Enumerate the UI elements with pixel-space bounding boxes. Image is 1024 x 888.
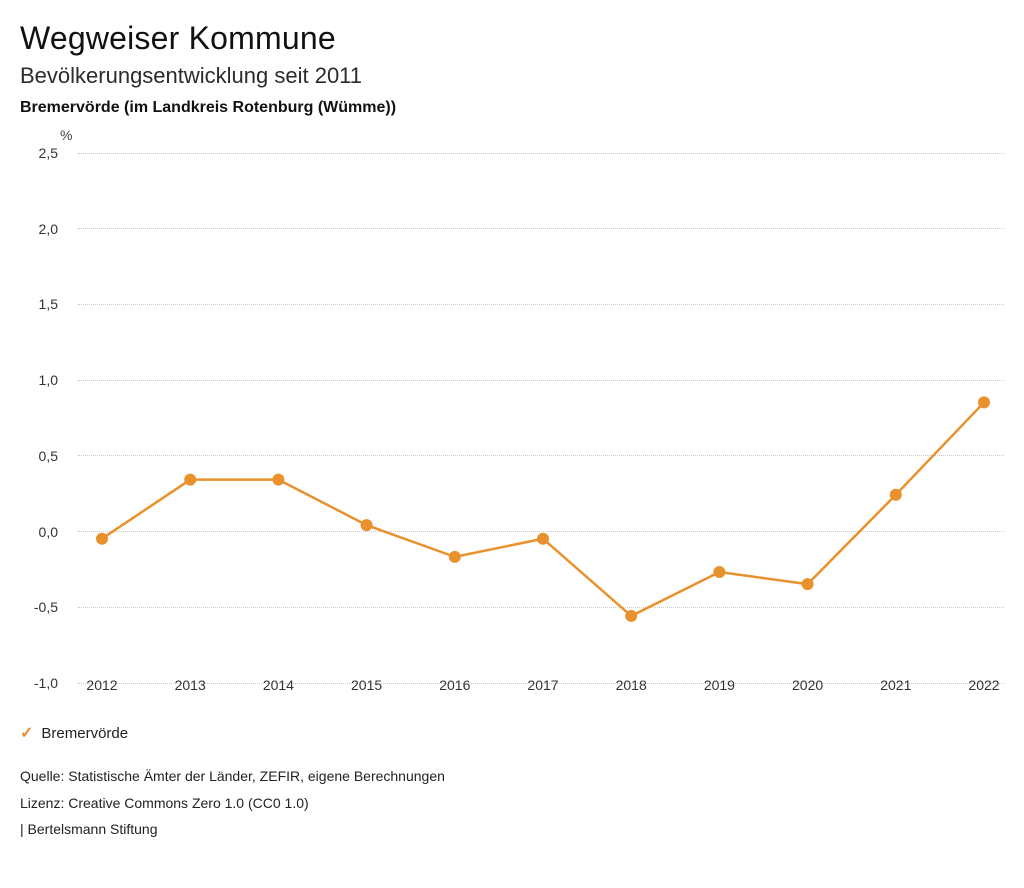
x-tick-label-2016: 2016 bbox=[439, 677, 470, 693]
data-point-2021[interactable]: 2021: 0.19 bbox=[890, 489, 902, 501]
y-tick-label-1,0: 1,0 bbox=[20, 372, 70, 388]
x-tick-label-2020: 2020 bbox=[792, 677, 823, 693]
chart-page: Wegweiser Kommune Bevölkerungsentwicklun… bbox=[0, 0, 1024, 888]
header-block: Wegweiser Kommune Bevölkerungsentwicklun… bbox=[20, 20, 1004, 117]
y-tick-label--1,0: -1,0 bbox=[20, 675, 70, 691]
y-tick-label-2,0: 2,0 bbox=[20, 221, 70, 237]
data-point-2015[interactable]: 2015: -0.01 bbox=[361, 519, 373, 531]
x-tick-label-2019: 2019 bbox=[704, 677, 735, 693]
data-point-2013[interactable]: 2013: 0.29 bbox=[184, 474, 196, 486]
data-point-2019[interactable]: 2019: -0.32 bbox=[713, 566, 725, 578]
legend-label: Bremervörde bbox=[41, 725, 128, 742]
footer-source: Quelle: Statistische Ämter der Länder, Z… bbox=[20, 763, 1004, 790]
x-tick-label-2017: 2017 bbox=[527, 677, 558, 693]
x-axis-labels: 2012 2013 2014 2015 2016 2017 2018 2019 2020 2021… bbox=[82, 677, 1004, 707]
y-tick-label-0,0: 0,0 bbox=[20, 524, 70, 540]
y-tick-label--0,5: -0,5 bbox=[20, 599, 70, 615]
chart-area: % -1,0-0,50,00,51,01,52,02,5 2012: -0.12… bbox=[20, 135, 1004, 695]
data-point-2016[interactable]: 2016: -0.22 bbox=[449, 551, 461, 563]
x-tick-label-2018: 2018 bbox=[616, 677, 647, 693]
y-tick-label-1,5: 1,5 bbox=[20, 296, 70, 312]
y-axis-unit-label: % bbox=[60, 127, 72, 143]
data-point-2014[interactable]: 2014: 0.29 bbox=[272, 474, 284, 486]
line-chart-svg: 2012: -0.1 2013: 0.29 2014: 0.29 2015: -0.0… bbox=[82, 145, 1004, 675]
x-tick-label-2021: 2021 bbox=[880, 677, 911, 693]
x-tick-label-2013: 2013 bbox=[175, 677, 206, 693]
region-title: Bremervörde (im Landkreis Rotenburg (Wüm… bbox=[20, 99, 1004, 117]
x-tick-label-2022: 2022 bbox=[968, 677, 999, 693]
x-tick-label-2014: 2014 bbox=[263, 677, 294, 693]
y-tick-label-0,5: 0,5 bbox=[20, 448, 70, 464]
data-point-2022[interactable]: 2022: 0.8 bbox=[978, 396, 990, 408]
data-point-2012[interactable]: 2012: -0.1 bbox=[96, 533, 108, 545]
x-tick-label-2012: 2012 bbox=[86, 677, 117, 693]
footer-attribution: | Bertelsmann Stiftung bbox=[20, 816, 1004, 843]
legend-check-icon: ✓ bbox=[20, 723, 33, 743]
data-point-2017[interactable]: 2017: -0.1 bbox=[537, 533, 549, 545]
page-title: Wegweiser Kommune bbox=[20, 20, 1004, 57]
y-tick-label-2,5: 2,5 bbox=[20, 145, 70, 161]
footer-license: Lizenz: Creative Commons Zero 1.0 (CC0 1… bbox=[20, 790, 1004, 817]
data-point-2020[interactable]: 2020: -0.4 bbox=[802, 578, 814, 590]
data-point-2018[interactable]: 2018: -0.61 bbox=[625, 610, 637, 622]
footer-block: Quelle: Statistische Ämter der Länder, Z… bbox=[20, 763, 1004, 843]
legend-row[interactable]: ✓ Bremervörde bbox=[20, 723, 1004, 743]
bremervorde-line bbox=[102, 402, 984, 616]
x-tick-label-2015: 2015 bbox=[351, 677, 382, 693]
page-subtitle: Bevölkerungsentwicklung seit 2011 bbox=[20, 63, 1004, 89]
data-point-group: 2012: -0.1 2013: 0.29 2014: 0.29 2015: -0.0… bbox=[96, 396, 990, 622]
